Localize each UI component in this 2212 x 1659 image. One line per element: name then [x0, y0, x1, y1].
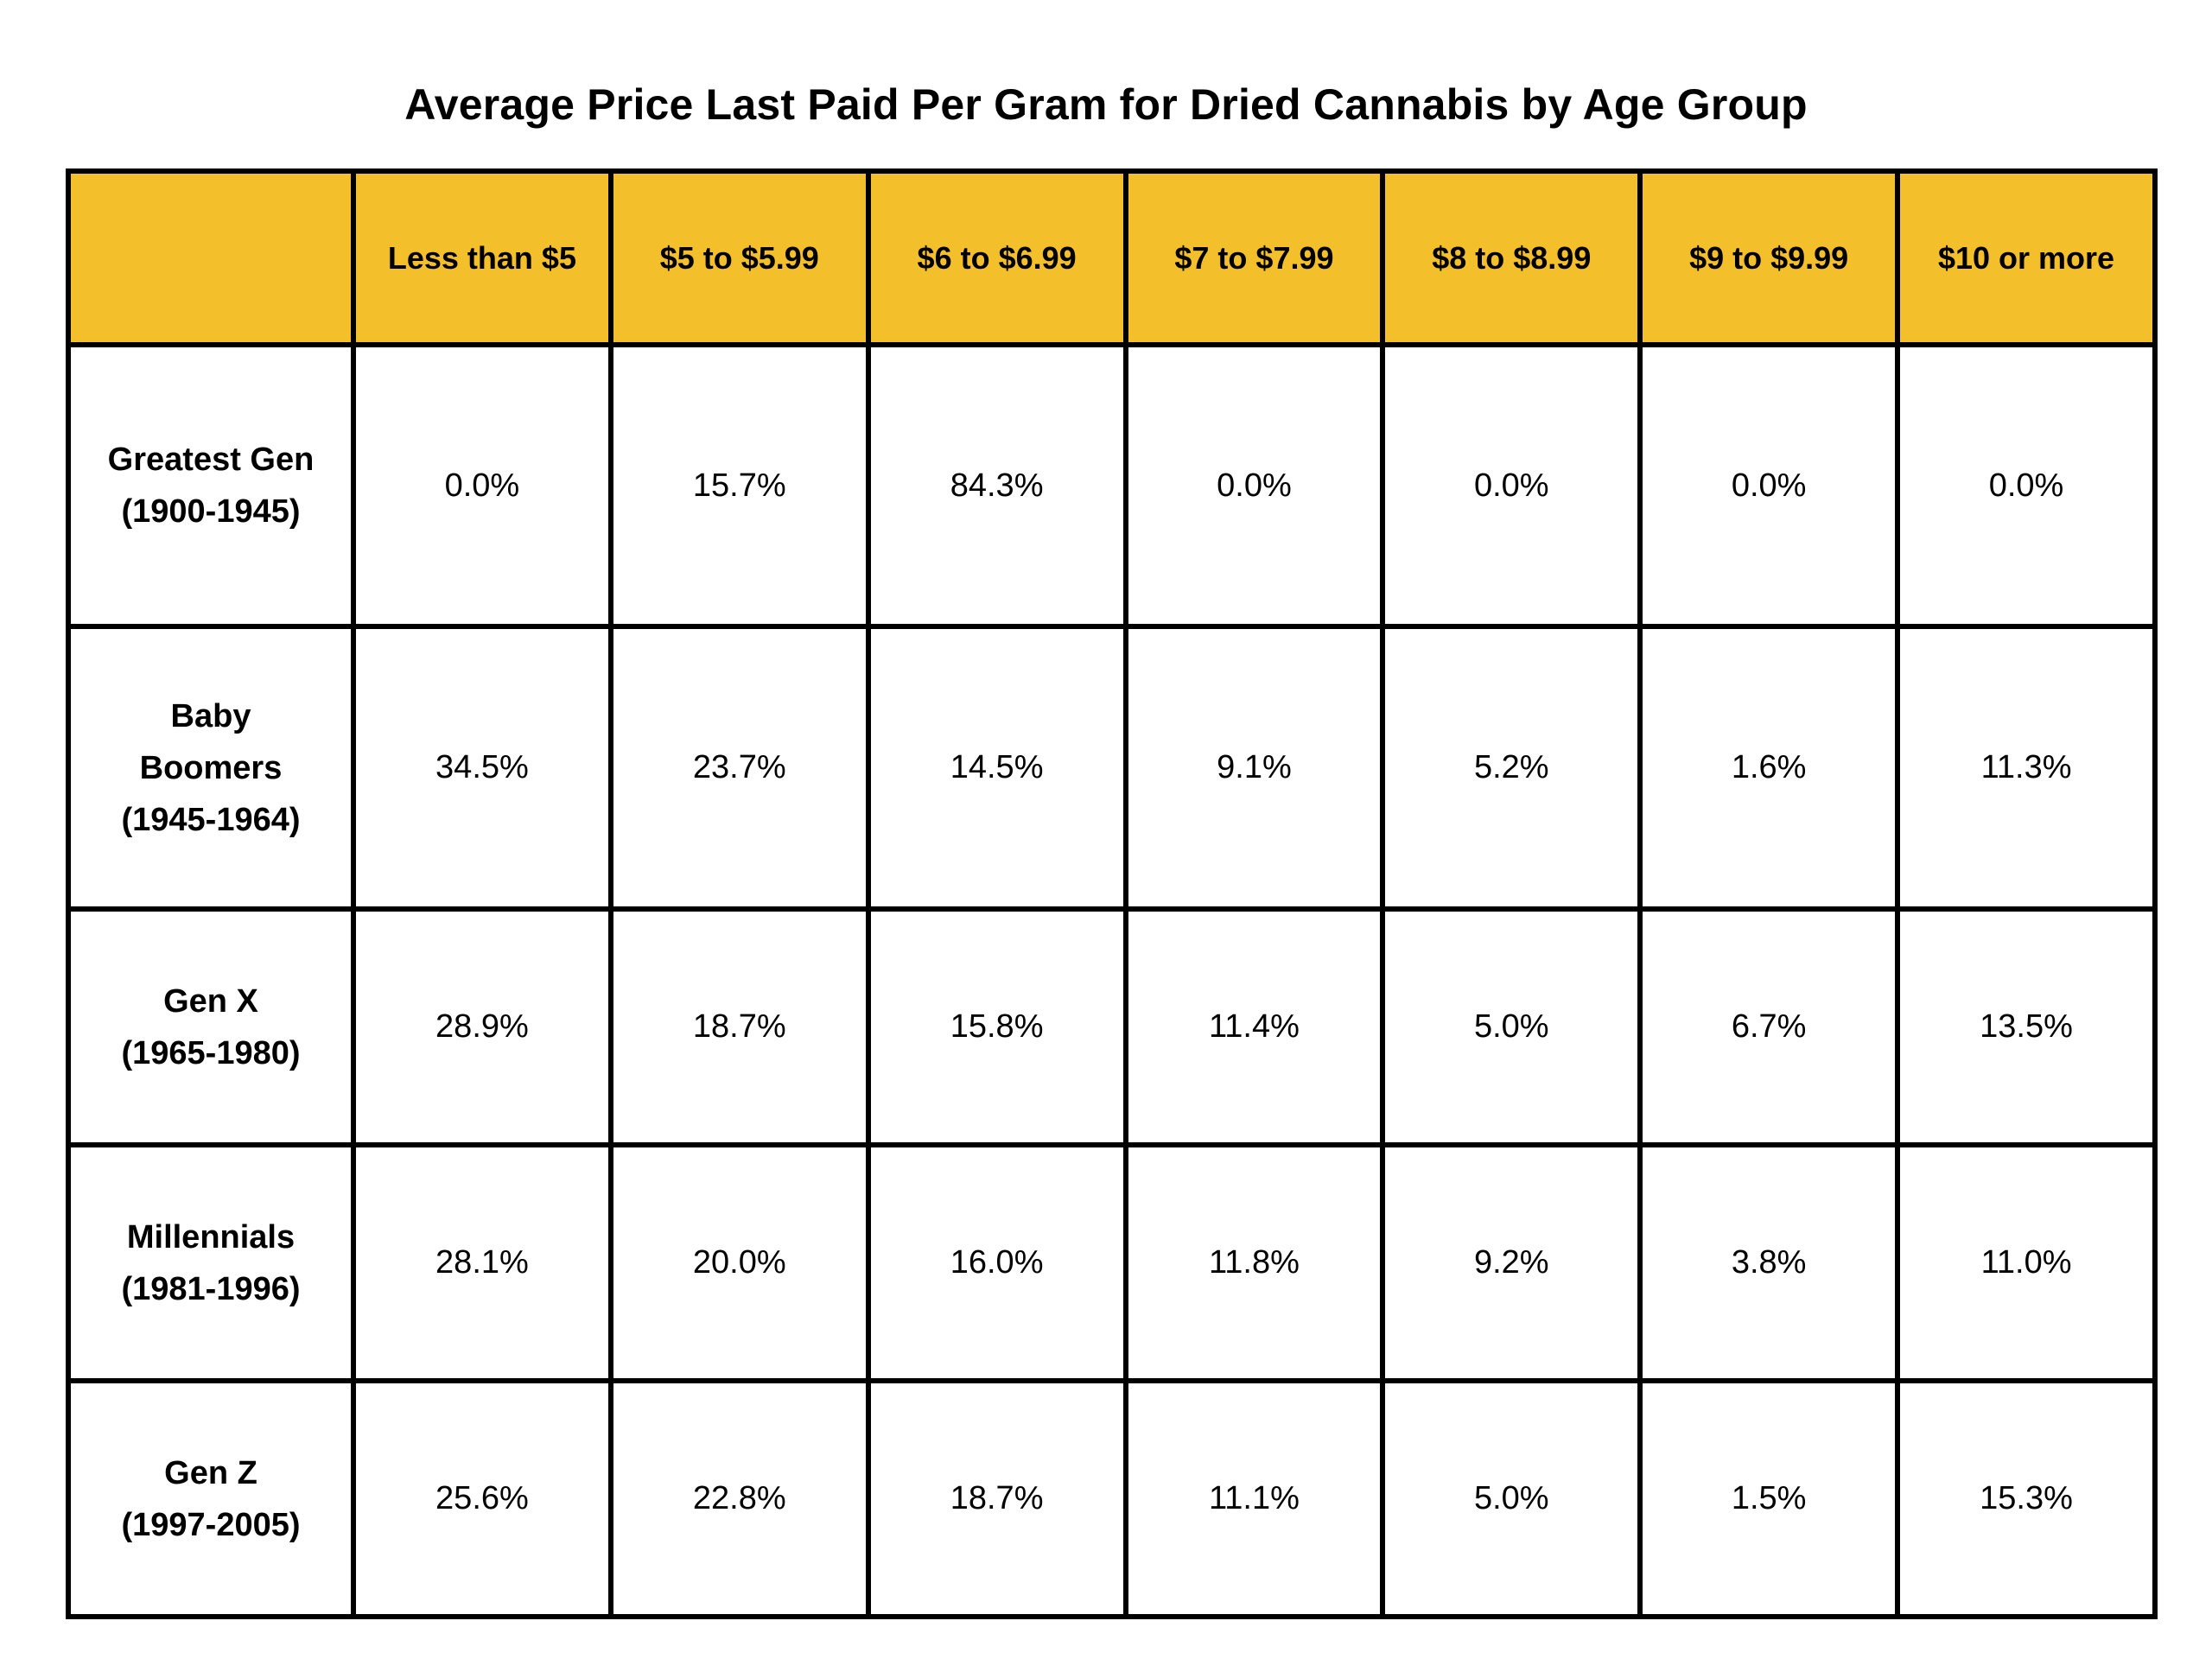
column-header: $8 to $8.99	[1380, 168, 1643, 347]
table-cell: 13.5%	[1895, 906, 2158, 1147]
table-cell: 18.7%	[607, 906, 871, 1147]
table-cell: 6.7%	[1637, 906, 1901, 1147]
table-row: Gen X (1965-1980) 28.9% 18.7% 15.8% 11.4…	[66, 906, 2158, 1147]
row-label-line: (1981-1996)	[121, 1270, 301, 1307]
row-label: Gen X (1965-1980)	[66, 906, 356, 1147]
table-cell: 5.0%	[1380, 906, 1643, 1147]
table-cell: 9.2%	[1380, 1142, 1643, 1383]
table-cell: 5.2%	[1380, 624, 1643, 912]
table-cell: 3.8%	[1637, 1142, 1901, 1383]
header-row: Less than $5 $5 to $5.99 $6 to $6.99 $7 …	[66, 168, 2158, 347]
row-label: Millennials (1981-1996)	[66, 1142, 356, 1383]
table-row: Greatest Gen (1900-1945) 0.0% 15.7% 84.3…	[66, 342, 2158, 629]
row-label: Gen Z (1997-2005)	[66, 1378, 356, 1619]
chart-title: Average Price Last Paid Per Gram for Dri…	[404, 80, 1808, 129]
table-cell: 11.1%	[1122, 1378, 1386, 1619]
table-cell: 1.5%	[1637, 1378, 1901, 1619]
column-header: $7 to $7.99	[1122, 168, 1386, 347]
price-by-age-table: Less than $5 $5 to $5.99 $6 to $6.99 $7 …	[66, 168, 2158, 1619]
table-cell: 34.5%	[351, 624, 613, 912]
table-cell: 18.7%	[865, 1378, 1128, 1619]
column-header: $6 to $6.99	[865, 168, 1128, 347]
table-cell: 11.3%	[1895, 624, 2158, 912]
table-cell: 14.5%	[865, 624, 1128, 912]
table-row: Millennials (1981-1996) 28.1% 20.0% 16.0…	[66, 1142, 2158, 1383]
table-cell: 0.0%	[1380, 342, 1643, 629]
column-header: $9 to $9.99	[1637, 168, 1901, 347]
row-label-line: Baby	[170, 697, 251, 734]
table-cell: 22.8%	[607, 1378, 871, 1619]
table-cell: 1.6%	[1637, 624, 1901, 912]
row-label-line: Gen X	[163, 982, 258, 1020]
row-label-line: (1965-1980)	[121, 1034, 301, 1071]
table-cell: 0.0%	[351, 342, 613, 629]
table-cell: 0.0%	[1895, 342, 2158, 629]
table-cell: 25.6%	[351, 1378, 613, 1619]
row-label: Baby Boomers (1945-1964)	[66, 624, 356, 912]
row-label-line: Boomers	[139, 749, 283, 786]
row-label-line: Millennials	[126, 1218, 296, 1255]
table-cell: 9.1%	[1122, 624, 1386, 912]
row-label-line: (1900-1945)	[121, 493, 301, 530]
table-cell: 23.7%	[607, 624, 871, 912]
column-header: $5 to $5.99	[607, 168, 871, 347]
table-cell: 5.0%	[1380, 1378, 1643, 1619]
row-label-line: (1997-2005)	[121, 1506, 301, 1543]
table-cell: 0.0%	[1122, 342, 1386, 629]
table-cell: 16.0%	[865, 1142, 1128, 1383]
row-label-line: Gen Z	[164, 1454, 257, 1491]
row-label-line: (1945-1964)	[121, 801, 301, 838]
table-cell: 11.0%	[1895, 1142, 2158, 1383]
table-cell: 20.0%	[607, 1142, 871, 1383]
table-cell: 11.8%	[1122, 1142, 1386, 1383]
corner-header-cell	[66, 168, 356, 347]
table-cell: 11.4%	[1122, 906, 1386, 1147]
table-cell: 15.3%	[1895, 1378, 2158, 1619]
table-cell: 28.9%	[351, 906, 613, 1147]
column-header: Less than $5	[351, 168, 613, 347]
table-cell: 84.3%	[865, 342, 1128, 629]
table-row: Baby Boomers (1945-1964) 34.5% 23.7% 14.…	[66, 624, 2158, 912]
row-label-line: Greatest Gen	[107, 442, 315, 478]
table-cell: 15.7%	[607, 342, 871, 629]
column-header: $10 or more	[1895, 168, 2158, 347]
table-cell: 28.1%	[351, 1142, 613, 1383]
table-cell: 0.0%	[1637, 342, 1901, 629]
row-label: Greatest Gen (1900-1945)	[66, 342, 356, 629]
table-row: Gen Z (1997-2005) 25.6% 22.8% 18.7% 11.1…	[66, 1378, 2158, 1619]
table-cell: 15.8%	[865, 906, 1128, 1147]
